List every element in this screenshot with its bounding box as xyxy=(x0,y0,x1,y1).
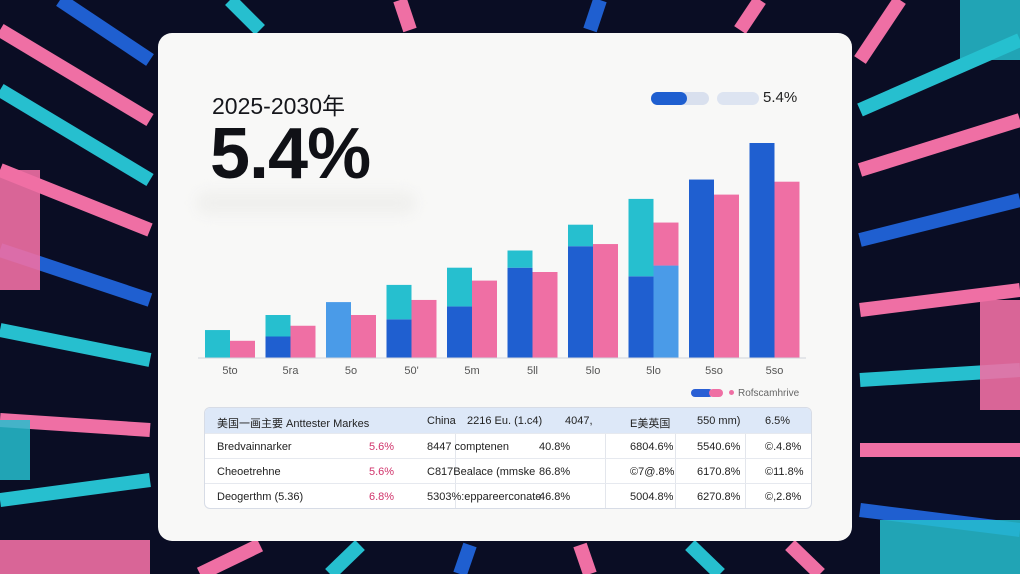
bar-primary-7 xyxy=(628,198,654,277)
table-cell: Bredvainnarker xyxy=(217,441,292,453)
bar-secondary-7 xyxy=(653,265,679,358)
bar-secondary-6 xyxy=(593,244,618,358)
table-header-cell: 550 mm) xyxy=(697,415,741,427)
headline-value: 5.4% xyxy=(210,114,371,194)
x-tick-label: 5lo xyxy=(586,365,601,377)
table-cell: ©7@.8% xyxy=(630,466,675,478)
legend-label: Rofscamhrive xyxy=(738,388,800,399)
table-row: Cheoetrehne 5.6% C817Bealace (mmske 86.8… xyxy=(205,458,811,483)
data-table: 美国一画主要 Anttester Markes China 2216 Eu. (… xyxy=(204,407,812,509)
bar-secondary-3 xyxy=(411,299,437,358)
bar-primary-7 xyxy=(628,276,654,358)
bar-secondary-0 xyxy=(230,340,255,358)
bar-chart: 5to 5ra 5o 50' 5m 5ll 5lo 5lo 5so 5so xyxy=(198,143,806,377)
bar-secondary-9 xyxy=(774,181,800,358)
bar-secondary-5 xyxy=(532,272,558,358)
bar-primary-5 xyxy=(507,250,533,268)
x-tick-label: 5m xyxy=(464,365,479,377)
toggle-pill-active[interactable] xyxy=(651,92,709,105)
bar-primary-1 xyxy=(265,336,291,358)
table-cell: 40.8% xyxy=(539,441,571,453)
table-cell: 5.6% xyxy=(369,466,395,478)
table-cell: 5.6% xyxy=(369,441,395,453)
bar-primary-0 xyxy=(205,330,230,358)
table-cell: 6170.8% xyxy=(697,466,741,478)
x-tick-label: 5ra xyxy=(283,365,300,377)
bar-secondary-7 xyxy=(653,222,679,266)
bar-primary-8 xyxy=(689,179,714,358)
toggle-value: 5.4% xyxy=(763,89,798,106)
table-cell: 6804.6% xyxy=(630,441,674,453)
table-cell: 5004.8% xyxy=(630,491,674,503)
table-cell: C817Bealace (mmske xyxy=(427,466,536,478)
table-cell: ©11.8% xyxy=(765,466,804,478)
toggle-pill-fill xyxy=(651,92,687,105)
table-cell: Deogerthm (5.36) xyxy=(217,491,304,503)
table-header-cell: E美英国 xyxy=(630,418,671,430)
table-cell: 5540.6% xyxy=(697,441,741,453)
bar-primary-4 xyxy=(447,267,472,307)
table-header-row: 美国一画主要 Anttester Markes China 2216 Eu. (… xyxy=(205,408,811,433)
table-header-cell: China xyxy=(427,415,456,427)
x-tick-label: 50' xyxy=(404,365,418,377)
bar-secondary-8 xyxy=(714,194,739,358)
chart-subtitle: 2025-2030年 xyxy=(212,93,345,119)
bar-primary-3 xyxy=(386,319,412,358)
x-tick-label: 5lo xyxy=(646,365,661,377)
x-tick-label: 5so xyxy=(705,365,723,377)
table-cell: 5303%:eppareerconate xyxy=(427,491,542,503)
legend-swatch-blue xyxy=(691,389,713,397)
table-cell: Cheoetrehne xyxy=(217,466,281,478)
table-header-cell: 2216 Eu. (1.c4) xyxy=(467,415,543,427)
table-cell: ©,2.8% xyxy=(765,491,802,503)
table-cell: 6.8% xyxy=(369,491,395,503)
legend-dot xyxy=(729,390,734,395)
x-tick-label: 5to xyxy=(222,365,237,377)
x-tick-label: 5o xyxy=(345,365,357,377)
bar-primary-1 xyxy=(265,315,291,337)
table-cell: ©.4.8% xyxy=(765,441,802,453)
bar-primary-3 xyxy=(386,284,412,320)
table-cell: 8447 comptenen xyxy=(427,441,509,453)
chart-card: 2025-2030年 5.4% 5.4% 5to 5ra 5o 50' 5m 5ll 5lo… xyxy=(158,33,852,541)
table-row: Bredvainnarker 5.6% 8447 comptenen 40.8%… xyxy=(205,433,811,458)
table-header-cell: 4047, xyxy=(565,415,593,427)
bar-primary-6 xyxy=(568,246,593,358)
x-tick-label: 5ll xyxy=(527,365,538,377)
table-cell: 6270.8% xyxy=(697,491,741,503)
table-row: Deogerthm (5.36) 6.8% 5303%:eppareercona… xyxy=(205,483,811,508)
bar-primary-2 xyxy=(326,302,351,358)
bar-secondary-1 xyxy=(290,325,316,358)
bar-primary-9 xyxy=(749,143,775,358)
table-cell: 86.8% xyxy=(539,466,571,478)
headline-shadow xyxy=(196,191,416,215)
legend-swatch-pink xyxy=(709,389,723,397)
table-cell: 46.8% xyxy=(539,491,571,503)
bar-secondary-4 xyxy=(472,280,497,358)
table-header-cell: 美国一画主要 Anttester Markes xyxy=(217,418,370,430)
bar-primary-6 xyxy=(568,224,593,247)
table-header-cell: 6.5% xyxy=(765,415,791,427)
bar-secondary-2 xyxy=(351,315,376,358)
bar-primary-5 xyxy=(507,267,533,358)
bar-primary-4 xyxy=(447,306,472,358)
x-tick-label: 5so xyxy=(766,365,784,377)
toggle-pill-inactive[interactable] xyxy=(717,92,759,105)
